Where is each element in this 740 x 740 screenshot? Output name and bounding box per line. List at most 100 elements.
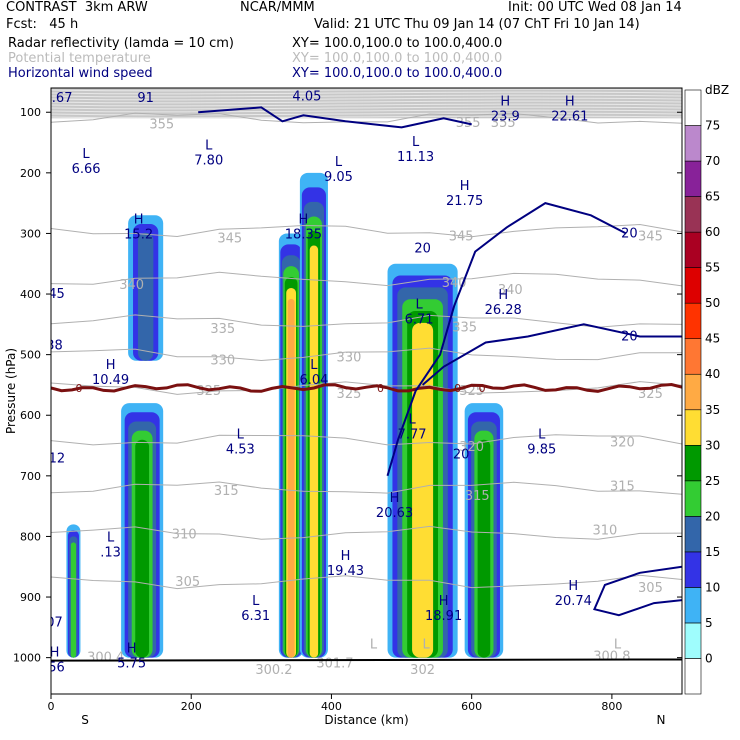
theta-top-line xyxy=(51,94,682,98)
surface-line xyxy=(51,658,682,662)
colorbar: 0 5 10 15 20 25 30 35 40 45 50 55 60 65 70 75 dBZ xyxy=(684,83,729,695)
colorbar-tick-label: 35 xyxy=(705,403,720,417)
colorbar-tick-label: 75 xyxy=(705,119,720,133)
wind-extreme-value: 26.28 xyxy=(485,303,522,318)
forecast-hour: Fcst: 45 h xyxy=(6,17,79,32)
reflectivity-cell-5-30dbz xyxy=(412,322,434,658)
theta-top-line xyxy=(51,106,682,110)
colorbar-tick-label: 5 xyxy=(705,616,713,630)
wind-extreme-marker: L xyxy=(408,412,416,427)
wind-extreme-value: 9.85 xyxy=(527,443,556,458)
reflectivity-cell-4-30dbz xyxy=(309,245,319,658)
wind-contour-label: 20 xyxy=(414,242,431,257)
theta-top-line xyxy=(51,103,682,107)
theta-label: 325 xyxy=(196,384,221,399)
field-theta-name: Potential temperature xyxy=(8,51,151,66)
theta-contour-355 xyxy=(51,112,682,124)
theta-low-marker: L xyxy=(614,637,622,652)
wind-20-contour-0 xyxy=(198,106,472,129)
theta-label: 305 xyxy=(175,575,200,590)
colorbar-swatch xyxy=(684,622,702,659)
y-tick-label: 400 xyxy=(20,288,41,301)
colorbar-tick-label: 45 xyxy=(705,332,720,346)
wind-extreme-value: .45 xyxy=(44,287,65,302)
theta-label: 345 xyxy=(449,229,474,244)
wind-extreme-value: 11.13 xyxy=(397,150,434,165)
theta-label: 320 xyxy=(610,436,635,451)
x-tick-label: 200 xyxy=(181,700,202,713)
y-tick-label: 900 xyxy=(20,591,41,604)
theta-label: 325 xyxy=(638,387,663,402)
reflectivity-cell-3-35dbz xyxy=(287,298,295,658)
wind-extreme-marker: L xyxy=(82,147,90,162)
wind-extreme-marker: L xyxy=(252,594,260,609)
theta-label: 300.4 xyxy=(87,651,124,666)
wind-extreme-marker: H xyxy=(568,579,578,594)
theta-label: 315 xyxy=(610,480,635,495)
colorbar-tick-label: 30 xyxy=(705,438,720,452)
wind-extreme-value: 6.04 xyxy=(299,373,328,388)
field-wind-name: Horizontal wind speed xyxy=(8,66,153,81)
wind-extreme-marker: L xyxy=(107,531,115,546)
wind-contour-label: 20 xyxy=(621,226,638,241)
theta-contour-320 xyxy=(51,434,682,446)
colorbar-swatch xyxy=(684,658,702,695)
theta-label: 302 xyxy=(410,663,435,678)
plot-frame xyxy=(50,87,683,695)
colorbar-tick-label: 20 xyxy=(705,509,720,523)
wind-extreme-value: 10.49 xyxy=(92,373,129,388)
colorbar-swatch xyxy=(684,551,702,588)
colorbar-swatch xyxy=(684,302,702,340)
colorbar-tick-label: 25 xyxy=(705,474,720,488)
theta-contour-315 xyxy=(51,481,682,495)
colorbar-swatch xyxy=(684,89,702,126)
colorbar-swatch xyxy=(684,480,702,517)
wind-extreme-marker: H xyxy=(341,549,351,564)
theta-label: 335 xyxy=(210,322,235,337)
colorbar-tick-label: 15 xyxy=(705,545,720,559)
x-end-label-south: S xyxy=(81,713,89,727)
wind-extreme-marker: L xyxy=(412,135,420,150)
theta-label: 340 xyxy=(498,283,523,298)
theta-top-line xyxy=(51,109,682,113)
wind-extreme-value: 21.75 xyxy=(446,194,483,209)
wind-extreme-value: 22.61 xyxy=(551,109,588,124)
wind-extreme-value: 7.77 xyxy=(398,427,427,442)
colorbar-swatch xyxy=(684,444,702,482)
theta-label: 320 xyxy=(459,440,484,455)
wind-extreme-marker: L xyxy=(142,76,150,91)
theta-label: 315 xyxy=(214,484,239,499)
colorbar-tick-label: 65 xyxy=(705,190,720,204)
colorbar-tick-label: 50 xyxy=(705,296,720,310)
theta-label: 355 xyxy=(491,116,516,131)
wind-extreme-value: 6.66 xyxy=(72,162,101,177)
organization: NCAR/MMM xyxy=(240,0,315,15)
freezing-level-label: 0 xyxy=(377,382,384,395)
wind-extreme-marker: L xyxy=(335,155,343,170)
wind-extreme-value: 91 xyxy=(137,91,154,106)
colorbar-swatch xyxy=(684,196,702,233)
field-wind-xy: XY= 100.0,100.0 to 100.0,400.0 xyxy=(292,66,503,81)
theta-top-line xyxy=(51,112,682,116)
y-tick-label: 500 xyxy=(20,349,41,362)
wind-contour-label: 20 xyxy=(453,448,470,463)
theta-label: 315 xyxy=(465,489,490,504)
theta-contour-310 xyxy=(51,525,682,540)
theta-top-line xyxy=(51,115,682,119)
x-axis-title: Distance (km) xyxy=(324,713,408,727)
colorbar-unit: dBZ xyxy=(705,83,729,97)
colorbar-swatch xyxy=(684,160,702,197)
y-tick-label: 700 xyxy=(20,470,41,483)
freezing-level-label: 0 xyxy=(479,382,486,395)
theta-label: 310 xyxy=(172,528,197,543)
theta-label: 330 xyxy=(337,351,362,366)
wind-extreme-value: .56 xyxy=(44,661,65,676)
wind-extreme-value: 6.31 xyxy=(241,609,270,624)
wind-extreme-value: 19.43 xyxy=(327,564,364,579)
wind-extreme-marker: L xyxy=(415,297,423,312)
colorbar-tick-label: 40 xyxy=(705,367,720,381)
colorbar-swatch xyxy=(684,373,702,411)
wind-extreme-value: 20.63 xyxy=(376,506,413,521)
colorbar-tick-label: 10 xyxy=(705,580,720,594)
